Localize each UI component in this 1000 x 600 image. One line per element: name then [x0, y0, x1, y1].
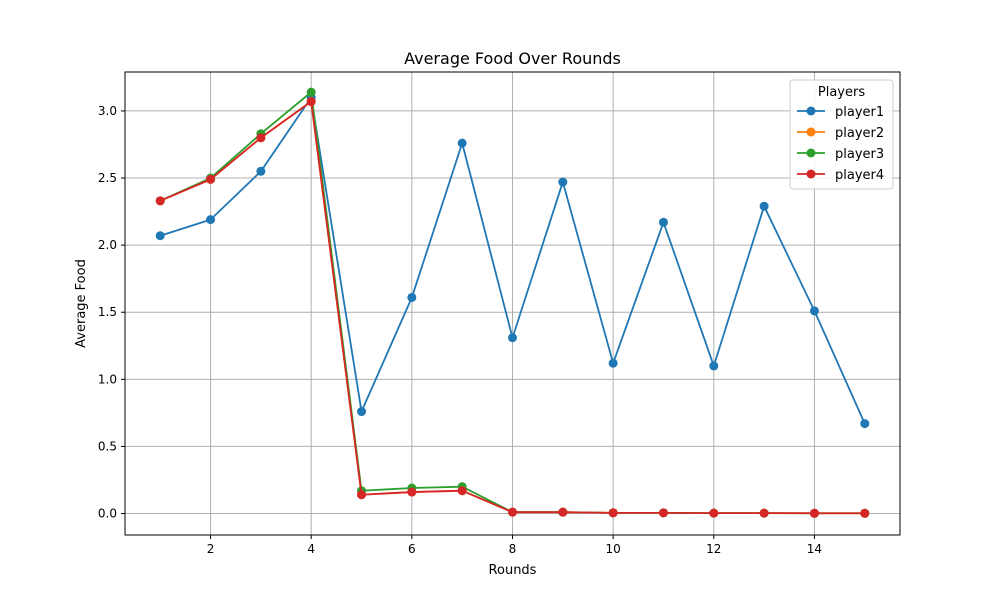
legend-entry-player1: player1 [797, 105, 884, 120]
legend-label-player3: player3 [835, 147, 884, 162]
grid [125, 72, 900, 535]
x-tick-label: 12 [706, 542, 721, 556]
legend-label-player1: player1 [835, 105, 884, 120]
y-axis-label: Average Food [74, 259, 89, 348]
data-point-player4 [759, 508, 769, 518]
data-point-player4 [256, 133, 266, 143]
legend-label-player4: player4 [835, 168, 884, 183]
legend-marker-player4 [806, 169, 816, 179]
data-point-player1 [860, 419, 870, 429]
legend-marker-player1 [806, 106, 816, 116]
data-point-player1 [407, 292, 417, 302]
x-tick-label: 8 [509, 542, 517, 556]
data-point-player4 [809, 508, 819, 518]
legend: Players player1 player2 player3 player4 [789, 79, 894, 190]
x-tick-label: 4 [307, 542, 315, 556]
legend-title: Players [818, 85, 865, 100]
y-tick-label: 2.0 [98, 238, 117, 252]
data-point-player4 [457, 486, 467, 496]
y-tick-label: 0.0 [98, 507, 117, 521]
data-point-player1 [608, 358, 618, 368]
data-point-player4 [860, 508, 870, 518]
data-point-player1 [206, 215, 216, 225]
data-point-player4 [407, 487, 417, 497]
data-point-player4 [155, 196, 165, 206]
data-point-player4 [357, 490, 367, 500]
x-axis-label: Rounds [489, 563, 537, 578]
chart-title: Average Food Over Rounds [404, 49, 621, 68]
data-point-player1 [709, 361, 719, 371]
data-point-player1 [155, 231, 165, 241]
y-tick-label: 2.5 [98, 171, 117, 185]
legend-box [789, 79, 894, 190]
data-point-player4 [508, 507, 517, 517]
ticks: 2 4 6 8 10 12 14 0.0 0.5 1.0 1.5 2.0 2.5 3.0 [98, 104, 822, 556]
legend-entries: player1 player2 player3 player4 [797, 105, 884, 183]
legend-marker-player2 [806, 127, 816, 137]
legend-entry-player3: player3 [797, 147, 884, 162]
y-tick-label: 3.0 [98, 104, 117, 118]
data-point-player4 [658, 508, 668, 518]
data-point-player1 [256, 166, 266, 176]
data-point-player4 [608, 508, 618, 518]
data-point-player4 [709, 508, 719, 518]
y-tick-label: 0.5 [98, 439, 117, 453]
legend-label-player2: player2 [835, 126, 884, 141]
x-tick-label: 6 [408, 542, 416, 556]
data-point-player3 [306, 87, 316, 97]
data-point-player4 [306, 97, 316, 107]
y-tick-label: 1.0 [98, 372, 117, 386]
data-point-player1 [558, 177, 568, 187]
legend-entry-player2: player2 [797, 126, 884, 141]
series-group [155, 87, 870, 518]
data-point-player1 [658, 217, 668, 227]
data-point-player4 [558, 507, 568, 517]
legend-marker-player3 [806, 148, 816, 158]
data-point-player1 [357, 407, 367, 417]
data-point-player4 [206, 174, 216, 184]
data-point-player1 [809, 306, 819, 316]
y-tick-label: 1.5 [98, 305, 117, 319]
series-player4 [155, 97, 870, 518]
legend-entry-player4: player4 [797, 168, 884, 183]
data-point-player1 [759, 201, 769, 211]
data-point-player1 [508, 333, 517, 343]
x-tick-label: 14 [807, 542, 822, 556]
data-point-player1 [457, 138, 467, 148]
x-tick-label: 10 [606, 542, 621, 556]
x-tick-label: 2 [207, 542, 215, 556]
